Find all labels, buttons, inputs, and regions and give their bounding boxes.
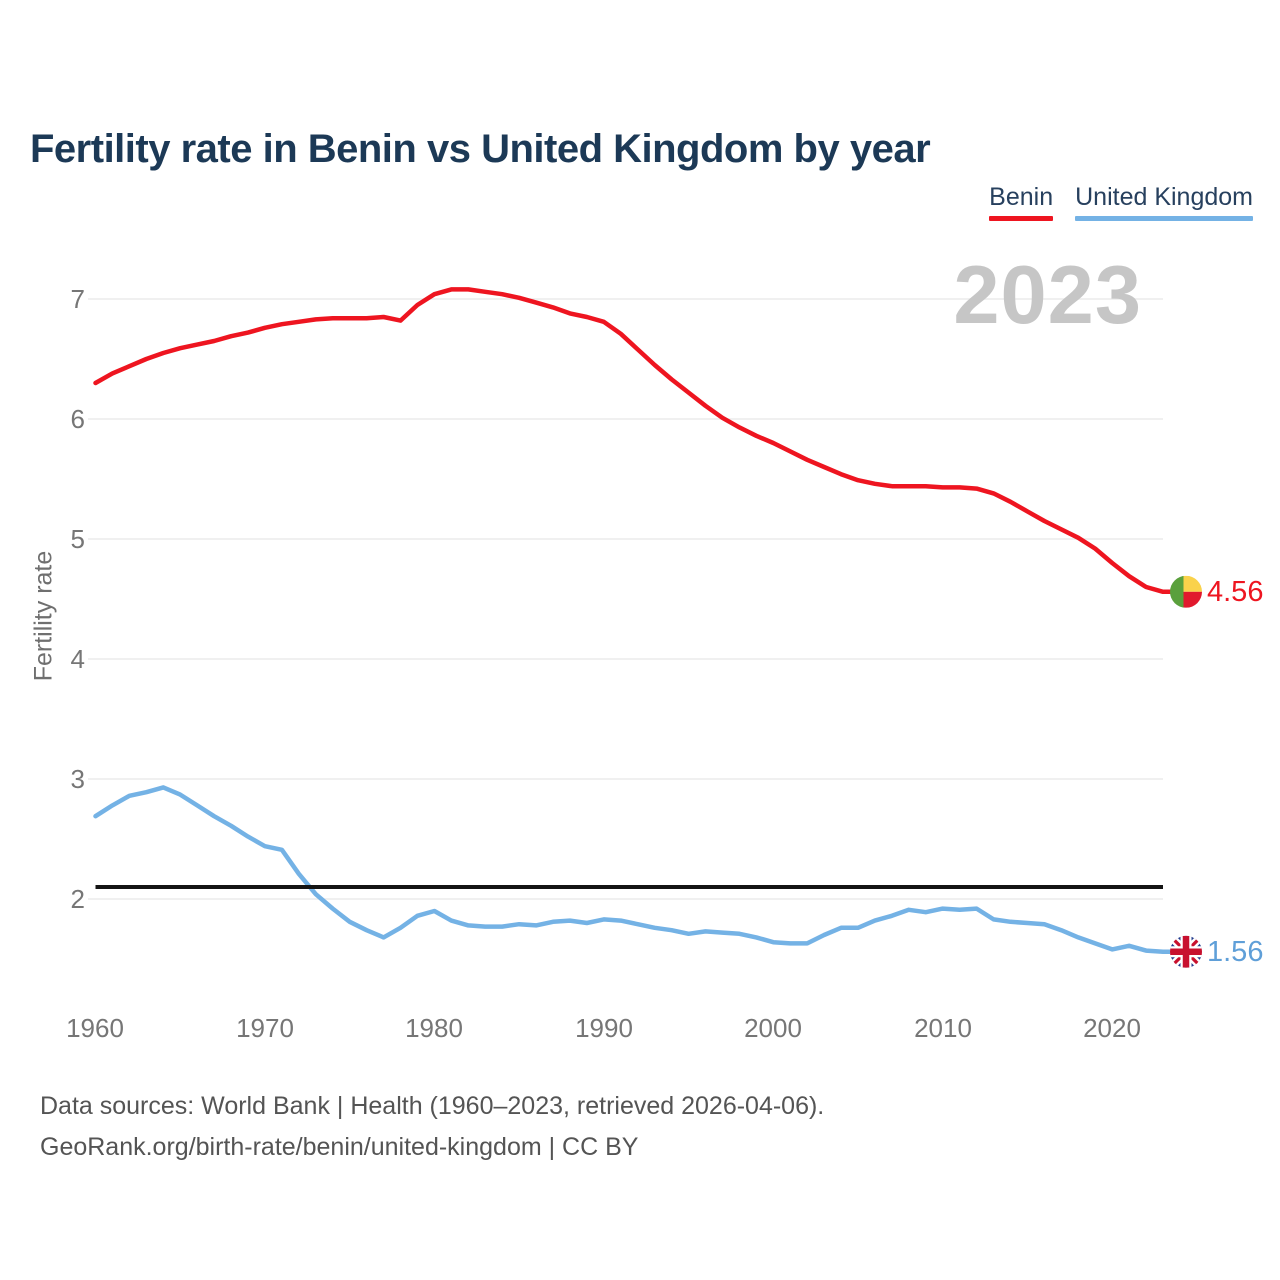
uk-end-value: 1.56 (1207, 936, 1264, 968)
x-tick-2000: 2000 (744, 1013, 802, 1043)
legend-color-bar-united-kingdom (1075, 216, 1253, 221)
source-url: GeoRank.org/birth-rate/benin/united-king… (40, 1133, 639, 1161)
x-tick-1960: 1960 (66, 1013, 124, 1043)
x-tick-2010: 2010 (914, 1013, 972, 1043)
legend-item-benin[interactable]: Benin (989, 183, 1054, 221)
benin-flag-icon (1170, 575, 1202, 608)
benin-line (93, 287, 1174, 595)
y-tick-2: 2 (70, 884, 85, 914)
legend-label-united-kingdom: United Kingdom (1075, 183, 1253, 211)
y-tick-3: 3 (70, 764, 85, 794)
legend-color-bar-benin (989, 216, 1054, 221)
benin-end-value: 4.56 (1207, 576, 1264, 608)
y-tick-7: 7 (70, 284, 85, 314)
year-watermark: 2023 (953, 248, 1142, 341)
x-tick-2020: 2020 (1083, 1013, 1141, 1043)
y-tick-4: 4 (70, 644, 85, 674)
y-tick-5: 5 (70, 524, 85, 554)
x-tick-1970: 1970 (236, 1013, 294, 1043)
y-tick-6: 6 (70, 404, 85, 434)
x-tick-1990: 1990 (575, 1013, 633, 1043)
legend: Benin United Kingdom (989, 183, 1253, 221)
legend-label-benin: Benin (989, 183, 1054, 211)
footer: Data sources: World Bank | Health (1960–… (40, 1086, 824, 1168)
data-source-note: Data sources: World Bank | Health (1960–… (40, 1092, 825, 1120)
united-kingdom-line (93, 785, 1174, 955)
page-title: Fertility rate in Benin vs United Kingdo… (30, 126, 931, 171)
uk-flag-icon (1170, 935, 1202, 968)
x-tick-1980: 1980 (405, 1013, 463, 1043)
legend-item-united-kingdom[interactable]: United Kingdom (1075, 183, 1253, 221)
